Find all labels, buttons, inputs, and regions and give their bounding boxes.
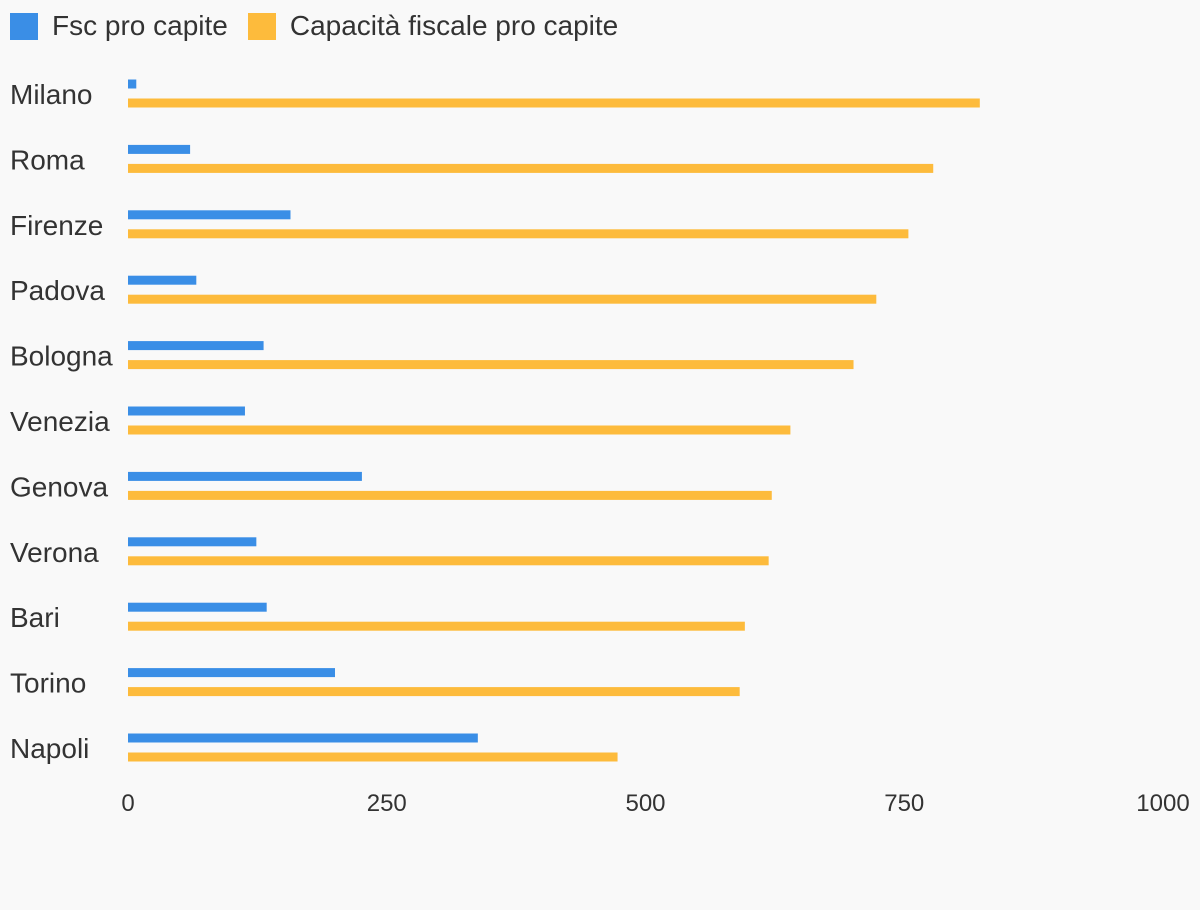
bar-fsc-pro-capite-bari[interactable] [128, 602, 267, 612]
bar-capacita-fiscale-pro-capite-bologna[interactable] [128, 360, 854, 370]
category-label-padova: Padova [10, 275, 105, 306]
bar-capacita-fiscale-pro-capite-milano[interactable] [128, 98, 980, 108]
bar-capacita-fiscale-pro-capite-torino[interactable] [128, 687, 740, 697]
category-label-venezia: Venezia [10, 406, 110, 437]
bar-capacita-fiscale-pro-capite-padova[interactable] [128, 294, 877, 304]
category-label-napoli: Napoli [10, 733, 89, 764]
category-label-bologna: Bologna [10, 341, 113, 372]
bar-capacita-fiscale-pro-capite-firenze[interactable] [128, 229, 909, 239]
bar-fsc-pro-capite-roma[interactable] [128, 144, 191, 154]
legend-item-fsc[interactable]: Fsc pro capite [10, 10, 228, 42]
legend-label-fsc: Fsc pro capite [52, 10, 228, 41]
category-label-bari: Bari [10, 602, 60, 633]
bar-capacita-fiscale-pro-capite-bari[interactable] [128, 621, 745, 631]
x-tick-label-250: 250 [367, 790, 407, 817]
legend-item-capacita[interactable]: Capacità fiscale pro capite [247, 10, 619, 42]
category-label-genova: Genova [10, 471, 108, 502]
category-label-firenze: Firenze [10, 210, 103, 241]
bar-fsc-pro-capite-verona[interactable] [128, 537, 257, 547]
legend-swatch-fsc [10, 12, 38, 40]
legend-label-capacita: Capacità fiscale pro capite [289, 10, 619, 41]
x-tick-label-0: 0 [121, 790, 134, 817]
bar-fsc-pro-capite-bologna[interactable] [128, 341, 264, 351]
bar-fsc-pro-capite-torino[interactable] [128, 668, 335, 678]
x-tick-label-500: 500 [625, 790, 665, 817]
chart-legend: Fsc pro capite Capacità fiscale pro capi… [10, 10, 638, 42]
legend-swatch-capacita [247, 12, 276, 40]
bar-capacita-fiscale-pro-capite-genova[interactable] [128, 490, 772, 500]
bar-fsc-pro-capite-genova[interactable] [128, 471, 362, 481]
category-label-verona: Verona [10, 537, 99, 568]
x-tick-label-750: 750 [884, 790, 924, 817]
bar-fsc-pro-capite-venezia[interactable] [128, 406, 245, 416]
x-tick-label-1000: 1000 [1136, 790, 1189, 817]
bar-fsc-pro-capite-padova[interactable] [128, 275, 197, 285]
bar-capacita-fiscale-pro-capite-verona[interactable] [128, 556, 769, 566]
bar-fsc-pro-capite-firenze[interactable] [128, 210, 291, 220]
category-label-milano: Milano [10, 79, 92, 110]
bar-capacita-fiscale-pro-capite-roma[interactable] [128, 163, 934, 173]
category-label-roma: Roma [10, 144, 85, 175]
bar-capacita-fiscale-pro-capite-napoli[interactable] [128, 752, 618, 762]
bar-capacita-fiscale-pro-capite-venezia[interactable] [128, 425, 791, 435]
bar-fsc-pro-capite-napoli[interactable] [128, 733, 478, 743]
category-label-torino: Torino [10, 668, 86, 699]
bar-fsc-pro-capite-milano[interactable] [128, 79, 137, 89]
